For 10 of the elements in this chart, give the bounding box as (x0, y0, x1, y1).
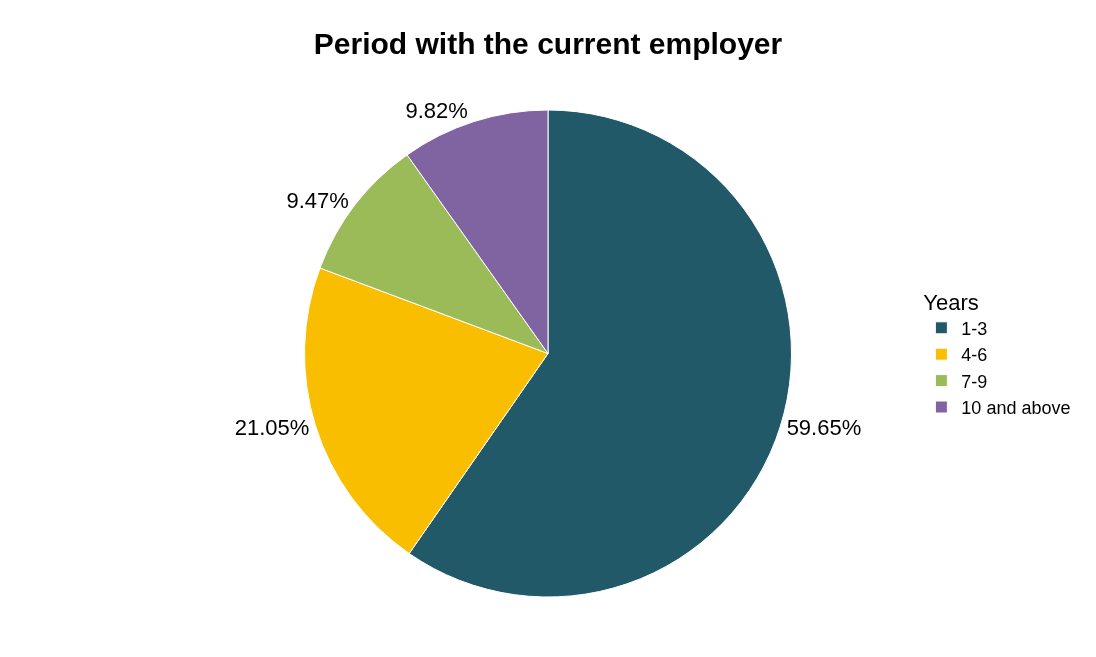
legend-label: 1-3 (961, 318, 988, 339)
chart-title: Period with the current employer (313, 26, 783, 60)
data-label: 9.47% (286, 187, 349, 213)
data-label: 9.82% (405, 97, 468, 123)
legend-label: 4-6 (961, 345, 988, 366)
data-label: 21.05% (234, 414, 310, 440)
data-label: 59.65% (786, 414, 862, 440)
legend-label: 10 and above (961, 398, 1071, 419)
legend-title: Years (923, 289, 979, 315)
legend-label: 7-9 (961, 371, 988, 392)
